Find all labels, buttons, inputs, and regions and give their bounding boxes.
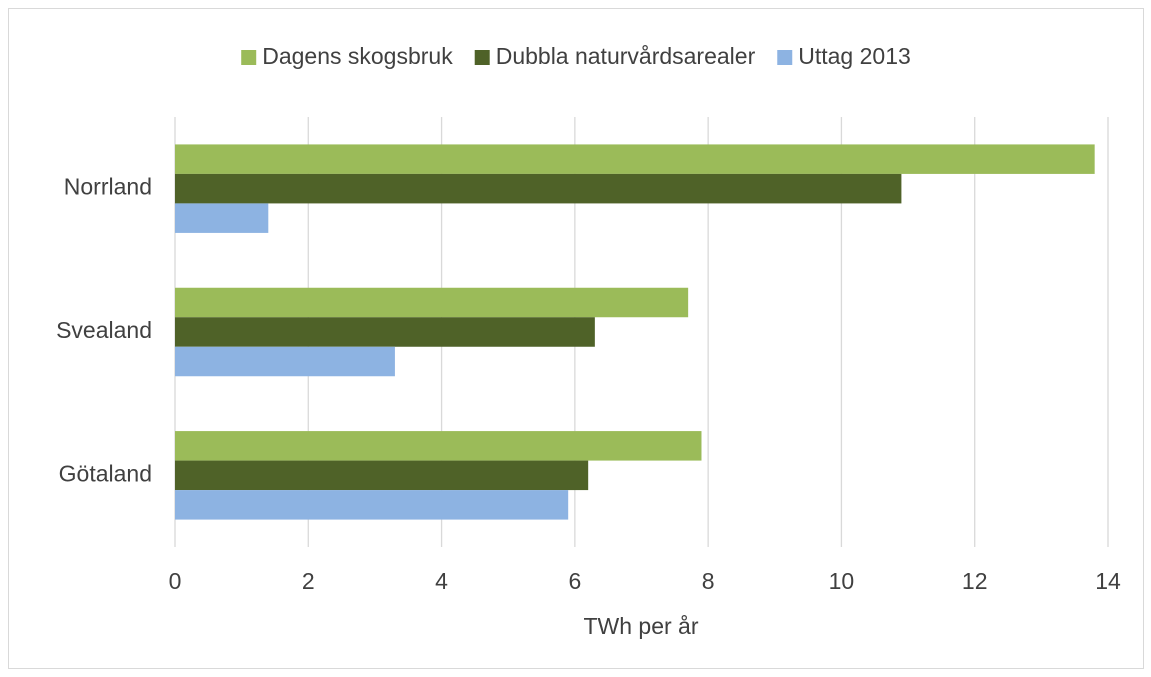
y-tick-label: Götaland [59, 460, 152, 486]
x-tick-label: 2 [302, 568, 315, 594]
legend-label: Dubbla naturvårdsarealer [496, 43, 756, 69]
bar [175, 287, 689, 318]
x-tick-label: 4 [435, 568, 448, 594]
bar [175, 490, 569, 520]
legend-swatch [777, 50, 793, 65]
x-tick-label: 8 [702, 568, 715, 594]
x-tick-label: 0 [169, 568, 182, 594]
bar [175, 173, 902, 204]
legend-label: Uttag 2013 [798, 43, 911, 69]
bar [175, 460, 589, 491]
y-tick-label: Norrland [64, 174, 152, 200]
x-axis-title: TWh per år [583, 613, 698, 639]
bar [175, 346, 395, 377]
x-tick-label: 12 [962, 568, 988, 594]
bar [175, 144, 1095, 174]
bar [175, 203, 269, 233]
bar [175, 317, 595, 347]
bar [175, 431, 702, 461]
x-tick-label: 6 [568, 568, 581, 594]
legend-swatch [474, 50, 490, 65]
x-tick-label: 14 [1095, 568, 1121, 594]
legend-label: Dagens skogsbruk [262, 43, 453, 69]
x-tick-label: 10 [829, 568, 855, 594]
y-tick-label: Svealand [56, 317, 152, 343]
legend-swatch [241, 50, 257, 65]
